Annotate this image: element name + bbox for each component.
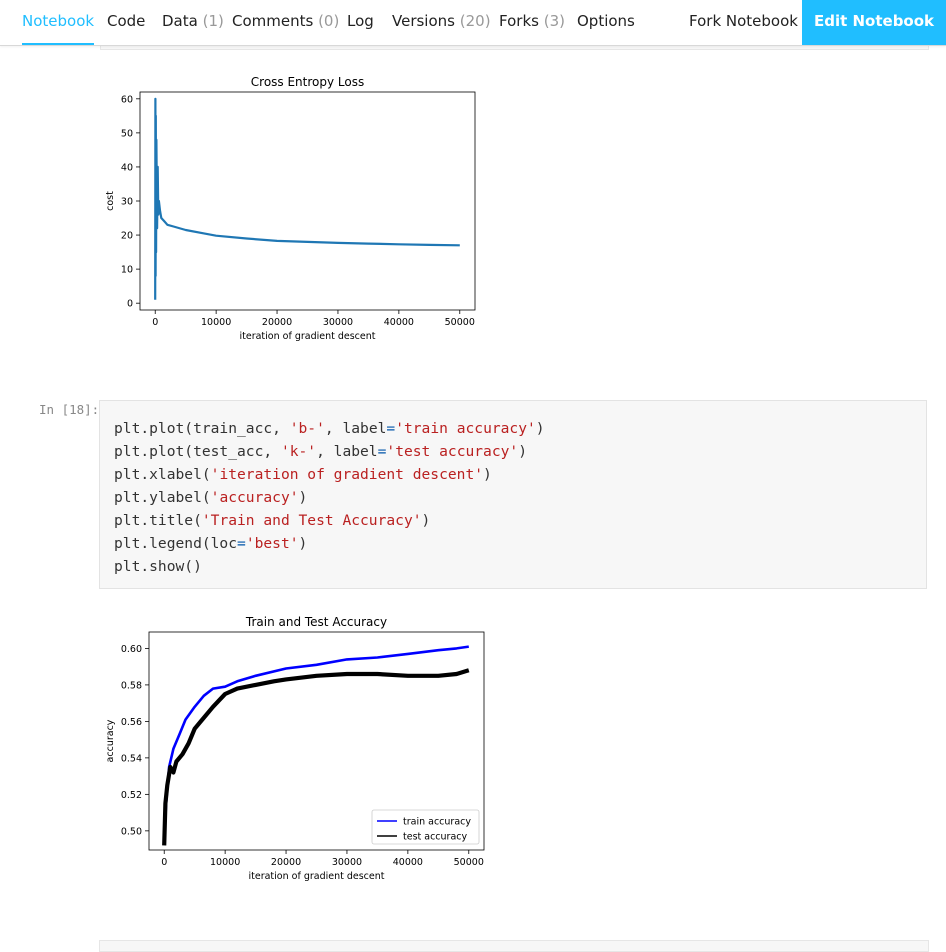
code-line: plt.legend(loc='best')	[114, 535, 308, 552]
tab-comments[interactable]: Comments (0)	[232, 0, 339, 45]
tab-label: Data	[162, 12, 198, 30]
edit-notebook-button[interactable]: Edit Notebook	[802, 0, 946, 45]
legend-box	[371, 809, 480, 845]
x-tick-label: 10000	[201, 317, 231, 328]
tab-label: Options	[577, 12, 635, 30]
top-nav: Notebook Code Data (1) Comments (0) Log Versi…	[0, 0, 946, 46]
tab-label: Forks	[499, 12, 539, 30]
tab-count: (1)	[197, 12, 224, 30]
series-line-loss	[154, 97, 460, 300]
tab-versions[interactable]: Versions (20)	[392, 0, 491, 45]
x-axis-label: iteration of gradient descent	[248, 871, 384, 882]
tab-count: (3)	[538, 12, 565, 30]
x-tick-label: 50000	[445, 317, 475, 328]
code-line: plt.show()	[114, 558, 202, 575]
plot-frame	[139, 91, 476, 311]
x-tick-label: 30000	[332, 857, 362, 868]
code-line: plt.xlabel('iteration of gradient descen…	[114, 466, 492, 483]
next-cell-edge	[99, 940, 929, 952]
tab-label: Notebook	[22, 12, 95, 30]
tab-data[interactable]: Data (1)	[162, 0, 224, 45]
y-axis-label: accuracy	[105, 719, 116, 762]
code-line: plt.plot(test_acc, 'k-', label='test acc…	[114, 443, 527, 460]
y-tick-label: 0.58	[121, 680, 142, 691]
tab-log[interactable]: Log	[347, 0, 374, 45]
x-tick-label: 0	[152, 317, 158, 328]
x-tick-label: 0	[161, 857, 167, 868]
x-tick-label: 20000	[262, 317, 292, 328]
tab-options[interactable]: Options	[577, 0, 635, 45]
y-tick-label: 40	[121, 162, 133, 173]
train-test-accuracy-chart: Train and Test Accuracy 0 10000 20000 30000 4…	[105, 615, 485, 882]
x-tick-label: 30000	[323, 317, 353, 328]
cell-prompt: In [18]:	[39, 402, 100, 417]
y-tick-label: 60	[121, 94, 133, 105]
x-tick-label: 50000	[454, 857, 484, 868]
y-tick-label: 0.54	[121, 753, 142, 764]
y-tick-label: 0.52	[121, 790, 142, 801]
y-tick-label: 0	[127, 299, 133, 310]
legend-label: test accuracy	[403, 832, 468, 843]
code-line: plt.ylabel('accuracy')	[114, 489, 308, 506]
code-line: plt.title('Train and Test Accuracy')	[114, 512, 431, 529]
tab-count: (0)	[313, 12, 340, 30]
tab-label: Versions	[392, 12, 455, 30]
tab-code[interactable]: Code	[107, 0, 145, 45]
x-tick-label: 10000	[210, 857, 240, 868]
y-axis-label: cost	[105, 191, 116, 211]
x-tick-label: 20000	[271, 857, 301, 868]
y-tick-label: 50	[121, 128, 133, 139]
tab-forks[interactable]: Forks (3)	[499, 0, 565, 45]
tab-label: Code	[107, 12, 146, 30]
code-cell[interactable]: plt.plot(train_acc, 'b-', label='train a…	[99, 400, 927, 589]
tab-label: Comments	[232, 12, 314, 30]
tab-notebook[interactable]: Notebook	[22, 0, 95, 45]
previous-cell-edge	[100, 45, 929, 50]
y-tick-label: 0.56	[121, 717, 142, 728]
series-line-train-accuracy	[162, 645, 469, 841]
tab-label: Log	[347, 12, 374, 30]
x-axis-label: iteration of gradient descent	[239, 331, 375, 342]
code-editor[interactable]: plt.plot(train_acc, 'b-', label='train a…	[114, 417, 545, 578]
cross-entropy-loss-chart: Cross Entropy Loss 0 10000 20000 30000 40000 5…	[105, 75, 476, 342]
y-tick-label: 0.60	[121, 644, 142, 655]
chart-title: Train and Test Accuracy	[245, 615, 387, 629]
plot-frame	[148, 631, 485, 851]
tab-count: (20)	[454, 12, 491, 30]
code-line: plt.plot(train_acc, 'b-', label='train a…	[114, 420, 545, 437]
chart-title: Cross Entropy Loss	[251, 75, 364, 89]
x-tick-label: 40000	[384, 317, 414, 328]
x-tick-label: 40000	[393, 857, 423, 868]
legend-label: train accuracy	[403, 817, 471, 828]
series-line-test-accuracy	[162, 668, 470, 846]
y-tick-label: 10	[121, 265, 133, 276]
fork-notebook-button[interactable]: Fork Notebook	[689, 12, 798, 30]
y-tick-label: 20	[121, 231, 133, 242]
y-tick-label: 0.50	[121, 826, 142, 837]
y-tick-label: 30	[121, 197, 133, 208]
